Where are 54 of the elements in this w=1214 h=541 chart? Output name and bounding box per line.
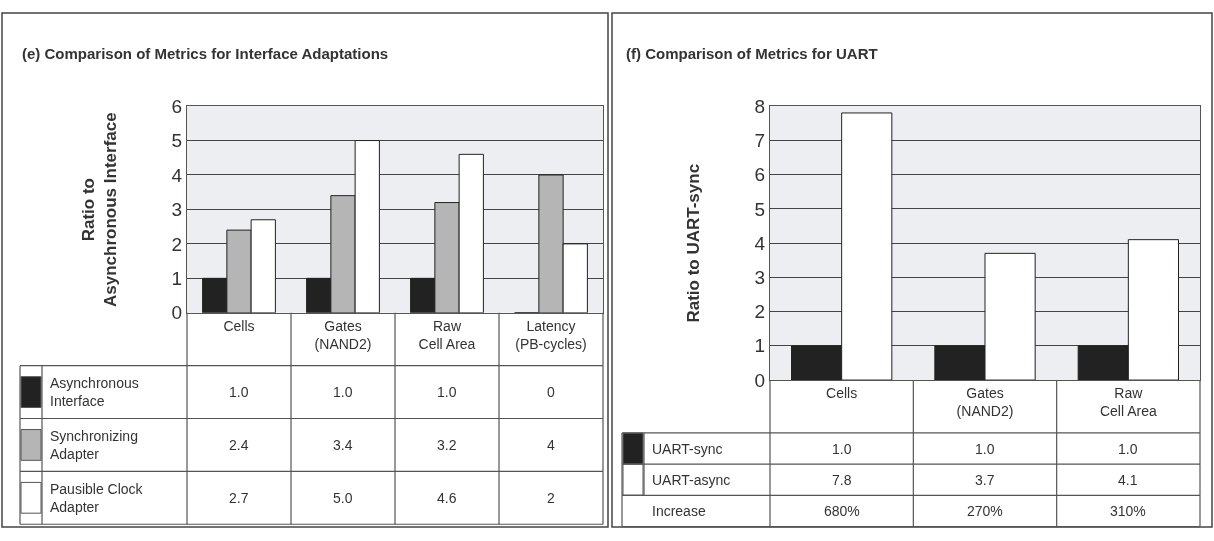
y-tick-label: 8 [754, 95, 766, 117]
legend-label: UART-sync [652, 441, 723, 457]
x-tick-label: Raw Cell Area [1099, 384, 1157, 420]
y-tick-label: 2 [754, 301, 766, 323]
y-tick-label: 3 [171, 199, 183, 221]
y-tick-label: 5 [754, 198, 766, 220]
chart-title: (e) Comparison of Metrics for Interface Adaptations [22, 45, 389, 62]
y-tick-label: 6 [171, 95, 183, 117]
x-tick-label: Gates (NAND2) [956, 384, 1014, 420]
x-tick-label: Cells [826, 384, 858, 401]
text: Increase [652, 503, 706, 519]
x-tick-label: Cells [223, 317, 255, 334]
data-label: 2 [547, 490, 555, 506]
data-label: 1.0 [229, 384, 249, 400]
y-tick-label: 6 [754, 164, 766, 186]
y-tick-label: 4 [754, 232, 766, 254]
legend-label: Pausible Clock Adapter [50, 481, 144, 516]
data-label: 4.6 [437, 490, 457, 506]
y-tick-label: 1 [754, 335, 766, 357]
text: 680% [824, 503, 860, 519]
data-label: 1.0 [1118, 441, 1138, 457]
data-label: 1.0 [333, 384, 353, 400]
y-axis-title: Ratio to UART-sync [684, 163, 704, 323]
y-tick-label: 3 [754, 266, 766, 288]
data-label: 1.0 [975, 441, 995, 457]
legend-label: UART-async [652, 472, 731, 488]
legend-label: Synchronizing Adapter [50, 428, 138, 463]
data-label: 2.4 [229, 437, 249, 453]
legend-label: Asynchronous Interface [50, 375, 139, 410]
x-tick-label: Raw Cell Area [418, 317, 476, 352]
data-label: 3.2 [437, 437, 457, 453]
x-tick-label: Latency (PB-cycles) [515, 317, 587, 352]
data-label: 1.0 [832, 441, 852, 457]
y-tick-label: 0 [754, 369, 766, 391]
data-label: 3.4 [333, 437, 353, 453]
y-tick-label: 0 [171, 302, 183, 324]
data-label: 4.1 [1118, 472, 1138, 488]
text: 310% [1110, 503, 1146, 519]
data-label: 3.7 [975, 472, 995, 488]
data-label: 0 [547, 384, 555, 400]
y-tick-label: 2 [171, 233, 183, 255]
text: 270% [967, 503, 1003, 519]
data-label: 1.0 [437, 384, 457, 400]
chart-title: (f) Comparison of Metrics for UART [626, 45, 878, 62]
y-axis-title: Ratio to Asynchronous Interface [79, 112, 121, 307]
data-label: 4 [547, 437, 555, 453]
y-tick-label: 4 [171, 164, 183, 186]
y-tick-label: 1 [171, 267, 183, 289]
data-label: 2.7 [229, 490, 249, 506]
data-label: 5.0 [333, 490, 353, 506]
y-tick-label: 7 [754, 130, 766, 152]
y-tick-label: 5 [171, 130, 183, 152]
x-tick-label: Gates (NAND2) [314, 317, 372, 352]
data-label: 7.8 [832, 472, 852, 488]
